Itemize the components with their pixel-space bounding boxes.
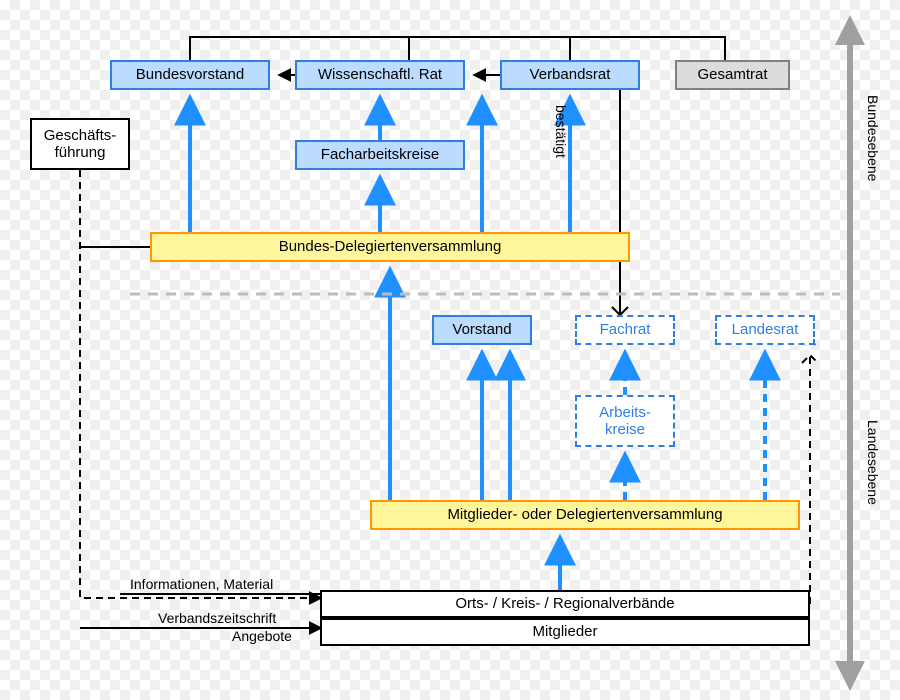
- node-landesrat: Landesrat: [715, 315, 815, 345]
- node-facharbeitskreise: Facharbeitskreise: [295, 140, 465, 170]
- node-gesamtrat: Gesamtrat: [675, 60, 790, 90]
- edge-7: [190, 37, 725, 60]
- node-verbandsrat: Verbandsrat: [500, 60, 640, 90]
- label-info_material: Informationen, Material: [130, 576, 273, 592]
- node-mdv: Mitglieder- oder Delegiertenversammlung: [370, 500, 800, 530]
- node-fachrat: Fachrat: [575, 315, 675, 345]
- node-arbeitskreise: Arbeits- kreise: [575, 395, 675, 447]
- label-landesebene: Landesebene: [865, 420, 881, 505]
- node-okr: Orts- / Kreis- / Regionalverbände: [320, 590, 810, 618]
- node-geschaeftsfuehrung: Geschäfts- führung: [30, 118, 130, 170]
- node-vorstand: Vorstand: [432, 315, 532, 345]
- edge-22: [802, 355, 818, 604]
- label-bestaetigt: bestätigt: [553, 105, 569, 158]
- label-angebote: Angebote: [232, 628, 292, 644]
- label-bundesebene: Bundesebene: [865, 95, 881, 181]
- node-wissrat: Wissenschaftl. Rat: [295, 60, 465, 90]
- node-mitglieder: Mitglieder: [320, 618, 810, 646]
- org-diagram: Bundesvorstand Wissenschaftl. Rat Verbands…: [0, 0, 900, 700]
- node-bundesvorstand: Bundesvorstand: [110, 60, 270, 90]
- node-bdv: Bundes-Delegiertenversammlung: [150, 232, 630, 262]
- label-verbandszeitschrift: Verbandszeitschrift: [158, 610, 276, 626]
- edge-11: [612, 90, 628, 315]
